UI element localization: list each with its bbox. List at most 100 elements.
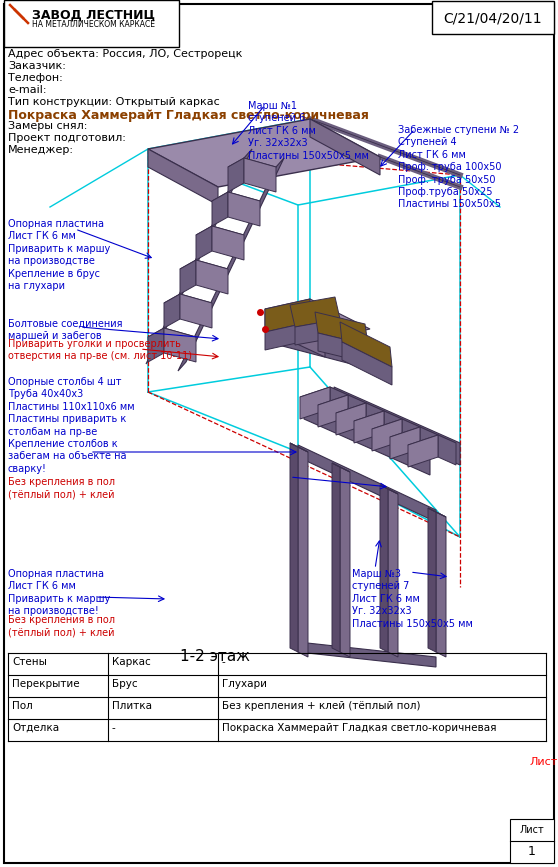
Text: -: - xyxy=(112,723,116,733)
Text: Марш №1
ступеней 6
Лист ГК 6 мм
Уг. 32х32х3
Пластины 150х50х5 мм: Марш №1 ступеней 6 Лист ГК 6 мм Уг. 32х3… xyxy=(248,101,369,160)
Polygon shape xyxy=(336,403,384,421)
Polygon shape xyxy=(212,192,228,226)
Text: Пол: Пол xyxy=(12,701,33,711)
Polygon shape xyxy=(290,443,298,652)
Polygon shape xyxy=(265,322,310,350)
Text: Телефон:: Телефон: xyxy=(8,73,62,83)
Polygon shape xyxy=(340,322,392,367)
Polygon shape xyxy=(228,158,276,176)
Polygon shape xyxy=(340,467,350,657)
Polygon shape xyxy=(180,294,212,328)
Text: Отделка: Отделка xyxy=(12,723,59,733)
Polygon shape xyxy=(354,411,402,429)
Polygon shape xyxy=(354,411,384,443)
Polygon shape xyxy=(318,395,348,427)
Polygon shape xyxy=(428,508,446,517)
Polygon shape xyxy=(436,512,446,657)
Polygon shape xyxy=(298,447,308,657)
Polygon shape xyxy=(265,299,370,339)
Bar xyxy=(510,819,554,863)
Polygon shape xyxy=(265,327,382,372)
Polygon shape xyxy=(420,427,438,457)
Polygon shape xyxy=(380,485,388,652)
Bar xyxy=(432,1,554,34)
Polygon shape xyxy=(334,387,460,465)
Text: Без крепления в пол
(тёплый пол) + клей: Без крепления в пол (тёплый пол) + клей xyxy=(8,477,115,499)
Polygon shape xyxy=(402,419,420,449)
Polygon shape xyxy=(180,260,196,294)
Polygon shape xyxy=(146,149,252,364)
Polygon shape xyxy=(380,485,398,494)
Polygon shape xyxy=(438,435,456,465)
Polygon shape xyxy=(295,319,340,345)
Polygon shape xyxy=(228,192,260,226)
Polygon shape xyxy=(318,333,368,363)
Text: Стены: Стены xyxy=(12,657,47,667)
Polygon shape xyxy=(408,435,456,453)
Text: Без крепления в пол
(тёплый пол) + клей: Без крепления в пол (тёплый пол) + клей xyxy=(8,615,115,637)
Polygon shape xyxy=(408,435,438,467)
Polygon shape xyxy=(148,149,218,205)
Text: Каркас: Каркас xyxy=(112,657,151,667)
Polygon shape xyxy=(372,419,420,437)
Text: ЗАВОД ЛЕСТНИЦ: ЗАВОД ЛЕСТНИЦ xyxy=(32,9,155,22)
Text: НА МЕТАЛЛИЧЕСКОМ КАРКАСЕ: НА МЕТАЛЛИЧЕСКОМ КАРКАСЕ xyxy=(32,20,155,29)
Polygon shape xyxy=(180,260,228,278)
Text: Покраска Хаммерайт Гладкая светло-коричневая: Покраска Хаммерайт Гладкая светло-коричн… xyxy=(8,109,369,122)
Text: Лист: Лист xyxy=(530,757,558,767)
Text: С/21/04/20/11: С/21/04/20/11 xyxy=(444,11,542,25)
Text: Без крепления + клей (тёплый пол): Без крепления + клей (тёплый пол) xyxy=(222,701,421,711)
Text: -: - xyxy=(222,657,226,667)
Polygon shape xyxy=(164,328,196,362)
Polygon shape xyxy=(310,119,380,175)
Polygon shape xyxy=(372,419,402,451)
Text: Замеры снял:: Замеры снял: xyxy=(8,121,88,131)
Polygon shape xyxy=(315,312,368,345)
Bar xyxy=(4,0,179,47)
Polygon shape xyxy=(298,445,436,522)
Text: Опорные столбы 4 шт
Труба 40х40х3
Пластины 110х110х6 мм
Пластины приварить к
сто: Опорные столбы 4 шт Труба 40х40х3 Пласти… xyxy=(8,377,134,473)
Polygon shape xyxy=(164,294,212,312)
Text: e-mail:: e-mail: xyxy=(8,85,46,95)
Polygon shape xyxy=(336,403,366,435)
Text: Тип конструкции: Открытый каркас: Тип конструкции: Открытый каркас xyxy=(8,97,220,107)
Polygon shape xyxy=(164,294,180,328)
Polygon shape xyxy=(304,397,430,475)
Text: Проект подготовил:: Проект подготовил: xyxy=(8,133,126,143)
Text: Менеджер:: Менеджер: xyxy=(8,145,74,155)
Polygon shape xyxy=(178,158,284,371)
Polygon shape xyxy=(196,226,212,260)
Polygon shape xyxy=(390,427,420,459)
Polygon shape xyxy=(384,411,402,441)
Polygon shape xyxy=(148,328,196,346)
Text: Забежные ступени № 2
Ступеней 4
Лист ГК 6 мм
Проф. труба 100х50
Проф. труба 50х5: Забежные ступени № 2 Ступеней 4 Лист ГК … xyxy=(398,125,519,210)
Text: Марш №3
ступеней 7
Лист ГК 6 мм
Уг. 32х32х3
Пластины 150х50х5 мм: Марш №3 ступеней 7 Лист ГК 6 мм Уг. 32х3… xyxy=(352,569,473,629)
Text: Брус: Брус xyxy=(112,679,138,689)
Text: Болтовые соединения
маршей и забегов: Болтовые соединения маршей и забегов xyxy=(8,319,123,342)
Polygon shape xyxy=(196,226,244,244)
Polygon shape xyxy=(366,403,384,433)
Polygon shape xyxy=(148,328,164,362)
Polygon shape xyxy=(318,395,366,413)
Polygon shape xyxy=(265,309,325,357)
Text: Перекрытие: Перекрытие xyxy=(12,679,80,689)
Polygon shape xyxy=(332,463,350,472)
Polygon shape xyxy=(196,260,228,294)
Text: Опорная пластина
Лист ГК 6 мм
Приварить к маршу
на производстве
Крепление в брус: Опорная пластина Лист ГК 6 мм Приварить … xyxy=(8,219,110,291)
Text: Лист: Лист xyxy=(519,825,545,835)
Polygon shape xyxy=(228,158,244,192)
Polygon shape xyxy=(212,226,244,260)
Polygon shape xyxy=(290,443,308,452)
Polygon shape xyxy=(300,387,348,405)
Polygon shape xyxy=(148,119,380,187)
Polygon shape xyxy=(244,158,276,192)
Text: Покраска Хаммерайт Гладкая светло-коричневая: Покраска Хаммерайт Гладкая светло-коричн… xyxy=(222,723,497,733)
Text: Приварить уголки и просверлить
отверстия на пр-ве (см. лист 10-11): Приварить уголки и просверлить отверстия… xyxy=(8,339,192,362)
Polygon shape xyxy=(388,489,398,657)
Polygon shape xyxy=(348,395,366,425)
Text: Опорная пластина
Лист ГК 6 мм
Приварить к маршу
на производстве!: Опорная пластина Лист ГК 6 мм Приварить … xyxy=(8,569,110,616)
Polygon shape xyxy=(330,387,348,417)
Polygon shape xyxy=(290,297,340,327)
Polygon shape xyxy=(298,642,436,667)
Polygon shape xyxy=(390,427,438,445)
